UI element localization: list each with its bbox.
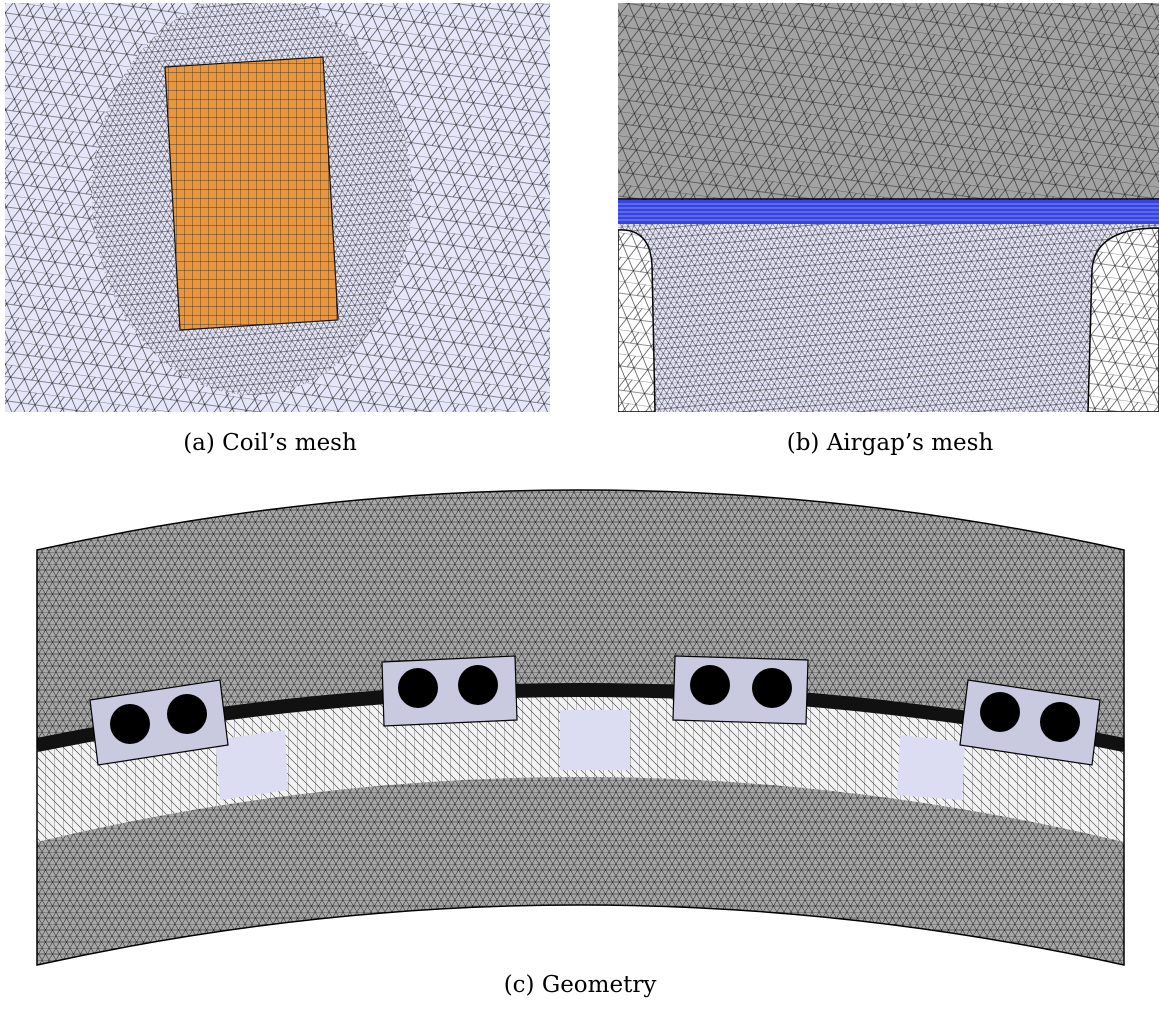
caption: (b) Airgap’s mesh [690, 430, 1090, 456]
figure: (a) Coil’s mesh (b) Airgap’s mesh (c) Ge… [0, 0, 1159, 1014]
coil-mesh-panel [5, 0, 550, 412]
geometry-panel [37, 320, 1124, 970]
mesh-figure [0, 0, 1159, 1014]
caption: (c) Geometry [380, 972, 780, 998]
caption: (a) Coil’s mesh [70, 430, 470, 456]
airgap-mesh-panel [618, 3, 1159, 412]
